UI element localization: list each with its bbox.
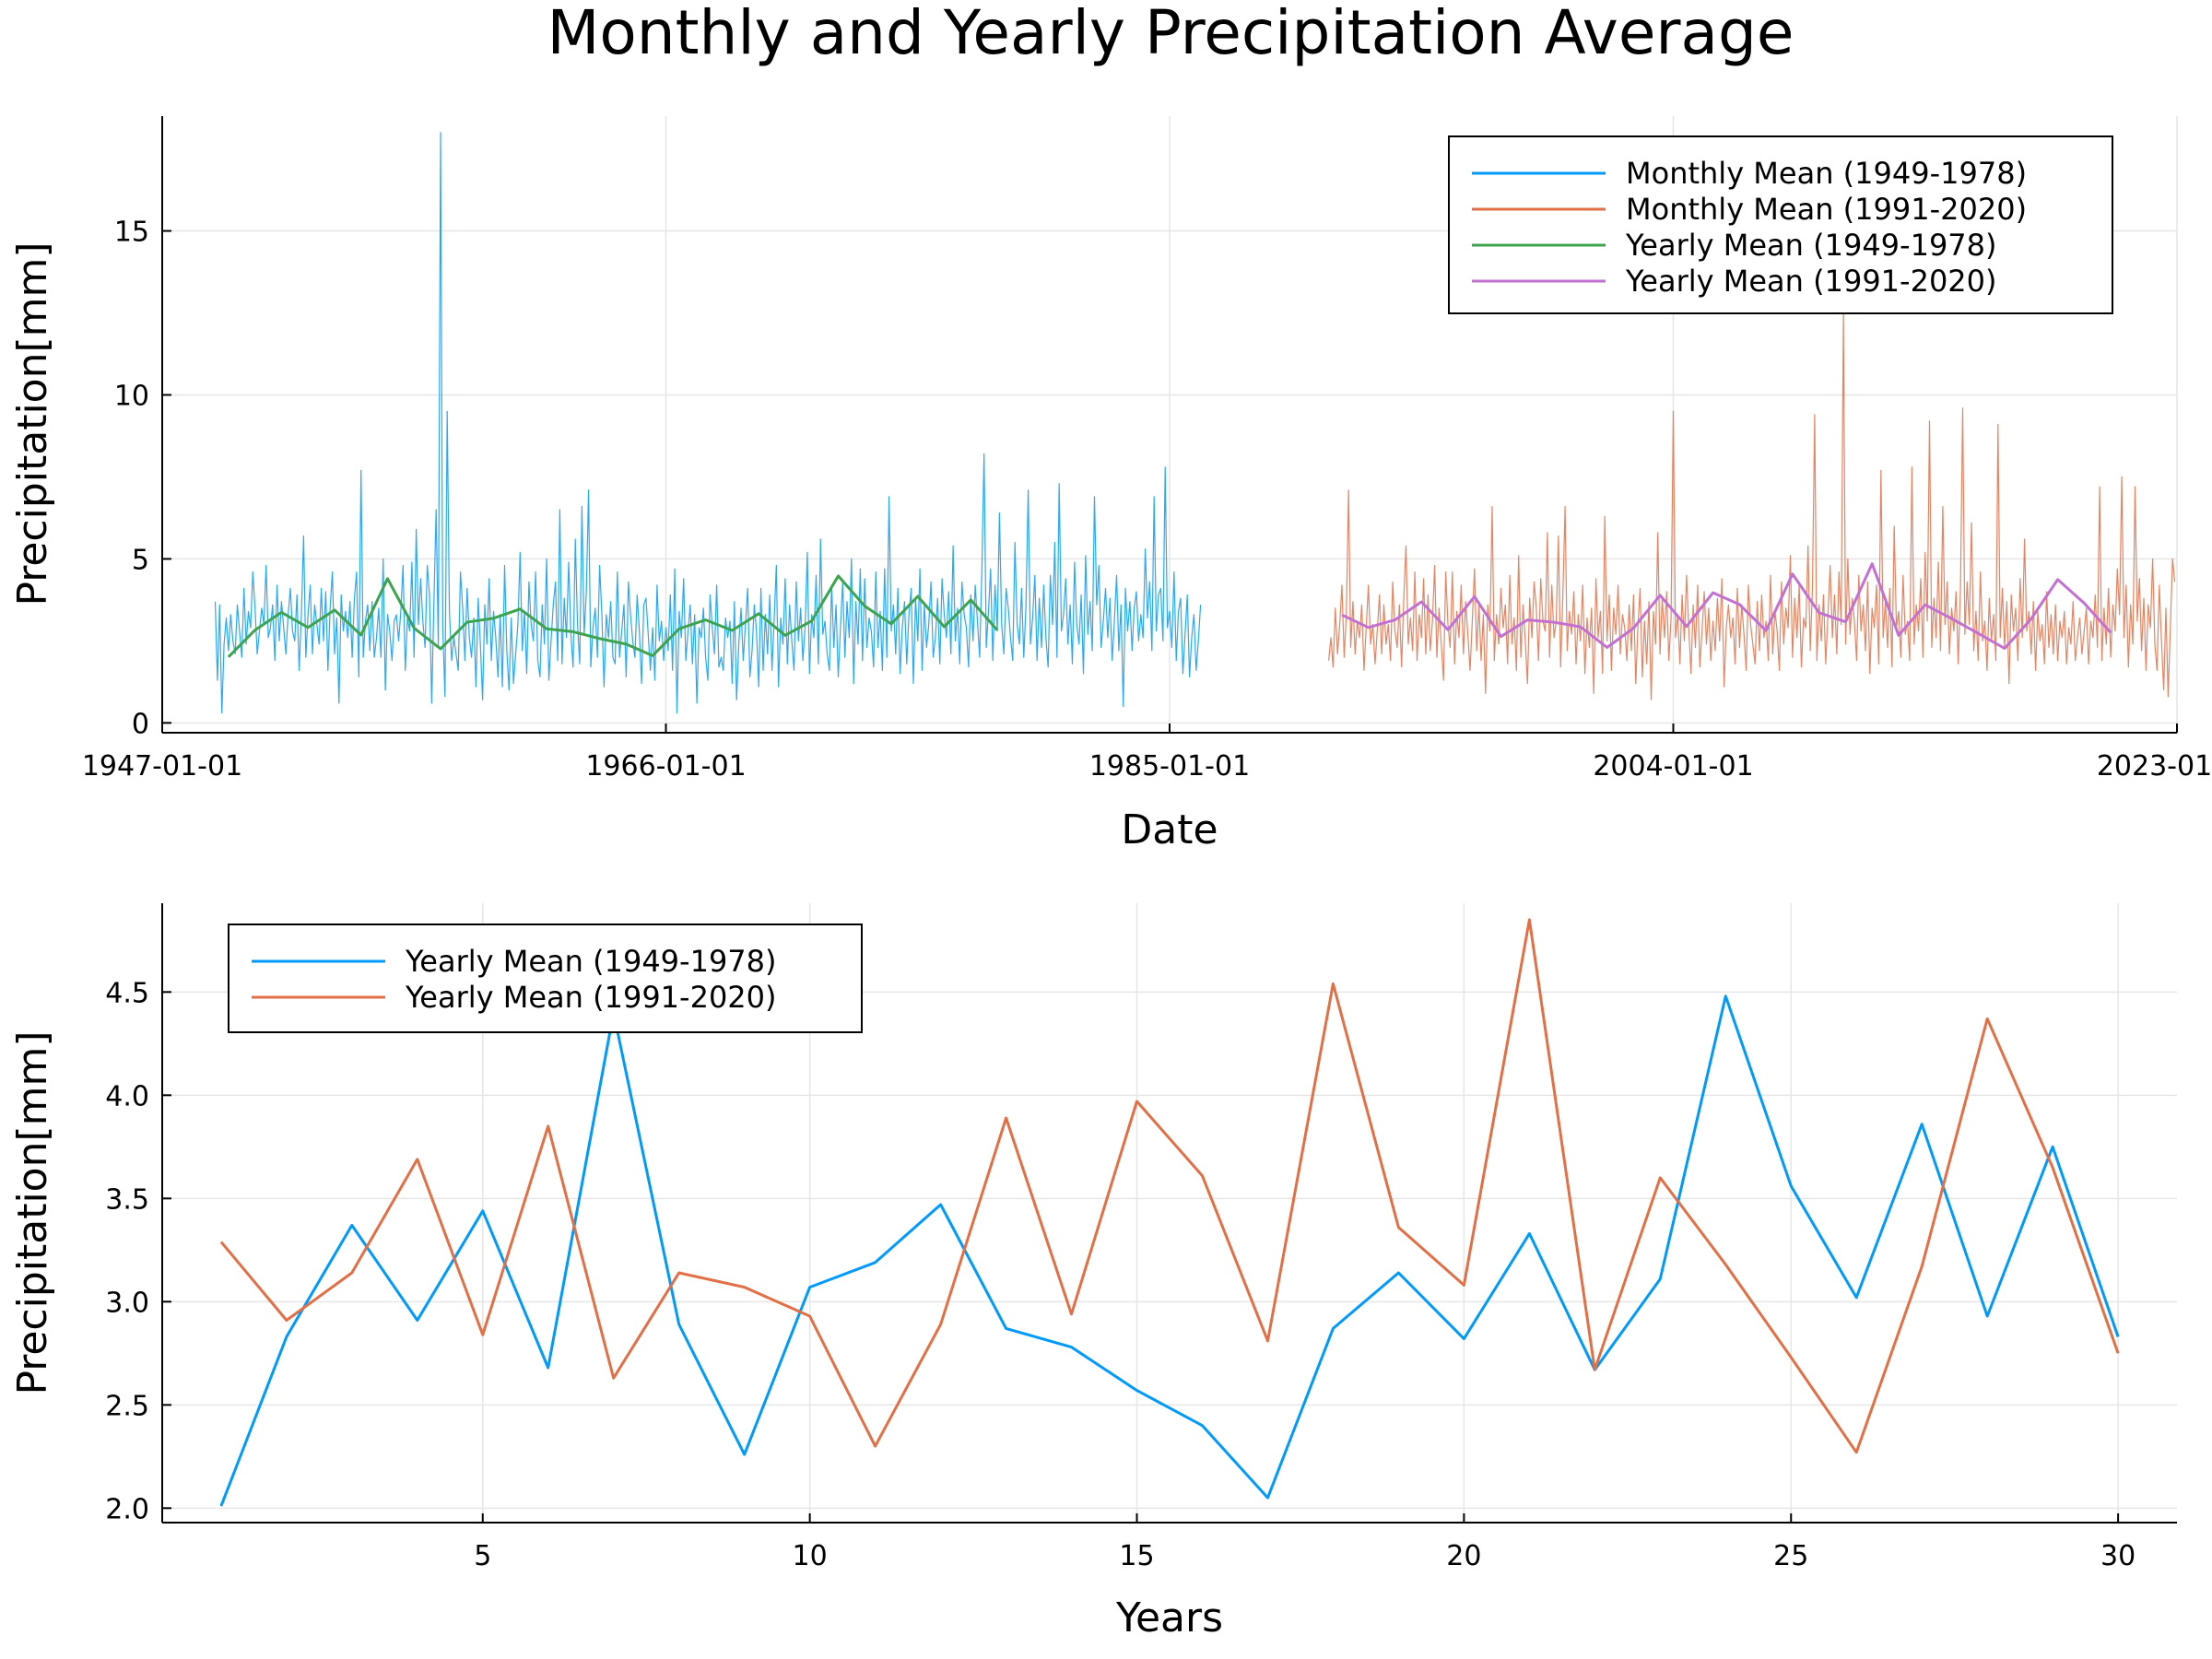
x-tick-label: 5 xyxy=(474,1540,491,1572)
x-tick-label: 2023-01-01 xyxy=(2097,750,2212,782)
y-axis-label: Precipitation[mm] xyxy=(9,241,56,606)
legend: Yearly Mean (1949-1978)Yearly Mean (1991… xyxy=(228,924,863,1033)
series-line-1 xyxy=(219,994,2120,1507)
x-tick-label: 2004-01-01 xyxy=(1593,750,1753,782)
x-tick-label: 1966-01-01 xyxy=(585,750,746,782)
legend-entry-2: Monthly Mean (1991-2020) xyxy=(1626,192,2027,227)
x-tick-label: 25 xyxy=(1773,1540,1808,1572)
legend: Monthly Mean (1949-1978)Monthly Mean (19… xyxy=(1448,135,2113,314)
legend-entry-1: Monthly Mean (1949-1978) xyxy=(1626,156,2027,191)
legend-box xyxy=(228,924,863,1033)
y-tick-label: 4.5 xyxy=(105,977,149,1009)
x-axis-label: Years xyxy=(1115,1594,1223,1641)
y-tick-label: 10 xyxy=(114,380,149,412)
y-tick-label: 2.5 xyxy=(105,1390,149,1422)
x-tick-label: 10 xyxy=(793,1540,828,1572)
legend-box xyxy=(1448,135,2113,314)
series-line-2 xyxy=(1328,312,2176,701)
y-tick-label: 15 xyxy=(114,217,149,249)
y-tick-label: 0 xyxy=(132,708,149,740)
legend-entry-3: Yearly Mean (1949-1978) xyxy=(1625,228,1997,263)
legend-entry-4: Yearly Mean (1991-2020) xyxy=(1625,264,1997,299)
panel-monthly-yearly-by-date: 1947-01-01 1966-01-01 1985-01-01 2004-01-01… xyxy=(9,116,2212,853)
x-tick-label: 1985-01-01 xyxy=(1089,750,1250,782)
y-tick-label: 5 xyxy=(132,544,149,576)
legend-entry-1: Yearly Mean (1949-1978) xyxy=(405,944,777,979)
y-tick-label: 3.0 xyxy=(105,1287,149,1319)
y-tick-label: 2.0 xyxy=(105,1493,149,1525)
x-tick-label: 15 xyxy=(1119,1540,1154,1572)
x-axis-label: Date xyxy=(1121,806,1218,853)
series-line-2 xyxy=(219,918,2120,1454)
series-line-3 xyxy=(227,574,999,658)
y-axis-label: Precipitation[mm] xyxy=(9,1030,56,1394)
series-line-1 xyxy=(214,132,1202,714)
figure-title: Monthly and Yearly Precipitation Average xyxy=(547,0,1794,68)
panel-yearly-by-year-index: 5 10 15 20 25 30 2.0 2.5 3.0 3.5 4.0 4.5 Years Precip… xyxy=(9,903,2177,1641)
y-tick-label: 4.0 xyxy=(105,1080,149,1112)
x-tick-label: 20 xyxy=(1446,1540,1481,1572)
series-line-4 xyxy=(1341,562,2112,650)
legend-entry-2: Yearly Mean (1991-2020) xyxy=(405,980,777,1015)
y-tick-label: 3.5 xyxy=(105,1183,149,1216)
x-tick-label: 30 xyxy=(2100,1540,2136,1572)
x-tick-label: 1947-01-01 xyxy=(82,750,242,782)
